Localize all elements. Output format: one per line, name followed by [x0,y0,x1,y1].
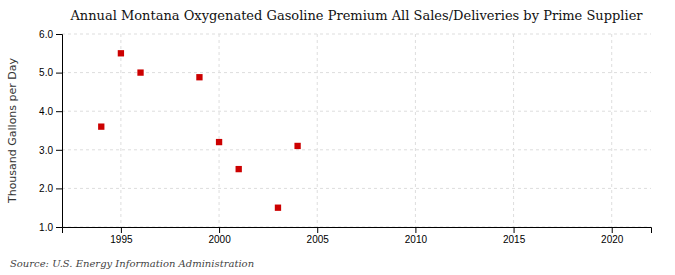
point [98,123,104,129]
x-tick-label: 2020 [601,234,624,245]
grid-line-y [62,72,651,73]
y-tick-label: 6.0 [39,29,53,40]
source-note: Source: U.S. Energy Information Administ… [10,258,254,269]
x-axis: 1995 2000 2005 2010 2015 2020 [63,227,652,245]
x-tick-mark [612,227,613,233]
grid-line-x [219,34,220,227]
x-tick-mark [415,227,416,233]
x-tick-mark [514,227,515,233]
plot-area: 1995 2000 2005 2010 2015 2020 1.0 2.0 3.0 4.0 5.0 6… [39,29,651,245]
grid-line-y [62,34,651,35]
x-tick: 2020 [601,227,624,245]
chart-container: 1995 2000 2005 2010 2015 2020 1.0 2.0 3.0 4.0 5.0 6… [0,0,675,275]
x-tick: 2015 [503,227,526,245]
x-tick-label: 2005 [307,234,330,245]
point [275,205,281,211]
point [294,143,300,149]
y-tick-label: 1.0 [39,222,53,233]
y-axis-line [56,35,63,228]
x-tick: 2005 [307,227,330,245]
y-tick-mark [56,188,62,189]
grid [62,34,651,227]
y-axis: 1.0 2.0 3.0 4.0 5.0 6.0 [39,29,62,233]
grid-line-y [62,188,651,189]
x-tick-label: 2000 [208,234,231,245]
y-axis-label: Thousand Gallons per Day [6,57,19,204]
x-tick-mark [219,227,220,233]
x-tick: 2000 [208,227,231,245]
y-tick-mark [56,150,62,151]
x-tick-label: 2015 [503,234,526,245]
point [137,69,143,75]
y-tick-label: 5.0 [39,67,53,78]
y-tick: 6.0 [39,29,62,40]
grid-line-y [62,111,651,112]
point [118,50,124,56]
y-tick-mark [56,34,62,35]
x-tick: 1995 [110,227,133,245]
grid-line-x [415,34,416,227]
x-tick-label: 1995 [110,234,133,245]
grid-line-y [62,149,651,150]
y-tick-label: 4.0 [39,106,53,117]
y-tick: 5.0 [39,67,62,78]
x-tick-mark [317,227,318,233]
grid-line-x [611,34,612,227]
y-tick-mark [56,73,62,74]
y-tick: 1.0 [39,222,62,233]
chart-svg: 1995 2000 2005 2010 2015 2020 1.0 2.0 3.0 4.0 5.0 6… [0,0,675,275]
y-tick: 4.0 [39,106,62,117]
title: Annual Montana Oxygenated Gasoline Premi… [69,8,643,23]
y-tick: 2.0 [39,183,62,194]
grid-line-x [513,34,514,227]
x-tick-label: 2010 [405,234,428,245]
point [236,166,242,172]
grid-line-x [317,34,318,227]
y-tick-mark [56,227,62,228]
grid-line-x [120,34,121,227]
x-axis-line [63,228,652,234]
x-tick: 2010 [405,227,428,245]
x-tick-mark [121,227,122,233]
y-tick-label: 3.0 [39,145,53,156]
y-tick: 3.0 [39,145,62,156]
point [216,139,222,145]
point [196,74,202,80]
y-tick-label: 2.0 [39,183,53,194]
y-tick-mark [56,111,62,112]
points [98,50,301,211]
